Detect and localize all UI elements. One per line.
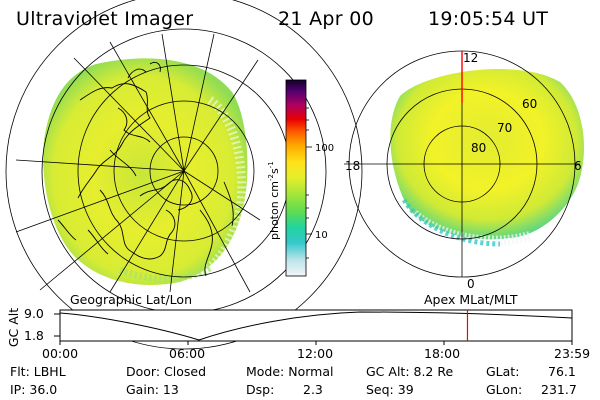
color-scale-bar: 100 10 photon cm-2s-1 bbox=[267, 79, 334, 277]
mlat-label-60: 60 bbox=[522, 97, 537, 111]
gc-altitude-status: GC Alt: 8.2 Re bbox=[366, 364, 454, 379]
coastlines bbox=[57, 61, 234, 277]
dsp-value: 2.3 bbox=[303, 382, 323, 397]
door-status: Door: Closed bbox=[126, 364, 207, 379]
edge-speckle-cyan bbox=[401, 198, 501, 247]
altitude-x-ticks bbox=[59, 341, 573, 345]
magnetic-caption: Apex MLat/MLT bbox=[424, 292, 518, 307]
colorbar-ticks bbox=[306, 107, 312, 259]
mlt-label-18: 18 bbox=[345, 159, 360, 173]
dsp-label: Dsp: bbox=[246, 382, 275, 397]
time-tick-0600: 06:00 bbox=[169, 346, 206, 361]
mlt-label-0: 0 bbox=[467, 277, 475, 291]
glon-value: 231.7 bbox=[541, 382, 577, 397]
glon-label: GLon: bbox=[486, 382, 523, 397]
time-tick-0000: 00:00 bbox=[42, 346, 79, 361]
aurora-image-geographic bbox=[43, 58, 248, 285]
altitude-plot bbox=[54, 309, 573, 345]
glat-label: GLat: bbox=[486, 364, 520, 379]
altitude-tick-1-8: 1.8 bbox=[24, 328, 44, 343]
mlt-label-6: 6 bbox=[574, 159, 582, 173]
aurora-image-magnetic bbox=[390, 69, 584, 240]
mlat-label-70: 70 bbox=[497, 121, 512, 135]
colorbar-tick-10: 10 bbox=[315, 230, 328, 241]
geographic-map bbox=[5, 0, 363, 350]
glat-value: 76.1 bbox=[548, 364, 576, 379]
altitude-y-label: GC Alt bbox=[6, 307, 22, 348]
date-label: 21 Apr 00 bbox=[278, 8, 375, 30]
edge-speckle bbox=[118, 264, 212, 283]
altitude-y-ticks bbox=[54, 313, 60, 337]
time-label: 19:05:54 UT bbox=[428, 8, 549, 30]
time-tick-1800: 18:00 bbox=[424, 346, 461, 361]
mlat-label-80: 80 bbox=[471, 141, 486, 155]
altitude-tick-9: 9.0 bbox=[24, 306, 44, 321]
colorbar-units-label: photon cm-2s-1 bbox=[267, 161, 281, 240]
filter-status: Flt: LBHL bbox=[10, 364, 66, 379]
time-tick-1200: 12:00 bbox=[297, 346, 334, 361]
magnetic-map: 12 18 6 0 60 70 80 bbox=[344, 50, 584, 291]
time-tick-2359: 23:59 bbox=[554, 346, 591, 361]
sequence-status: Seq: 39 bbox=[366, 382, 414, 397]
altitude-curve bbox=[59, 311, 573, 341]
instrument-title: Ultraviolet Imager bbox=[16, 8, 194, 30]
ip-status: IP: 36.0 bbox=[10, 382, 58, 397]
colorbar-tick-100: 100 bbox=[315, 143, 334, 154]
mlt-label-12: 12 bbox=[463, 51, 478, 65]
gain-status: Gain: 13 bbox=[126, 382, 179, 397]
mode-status: Mode: Normal bbox=[246, 364, 334, 379]
geographic-caption: Geographic Lat/Lon bbox=[70, 292, 192, 307]
